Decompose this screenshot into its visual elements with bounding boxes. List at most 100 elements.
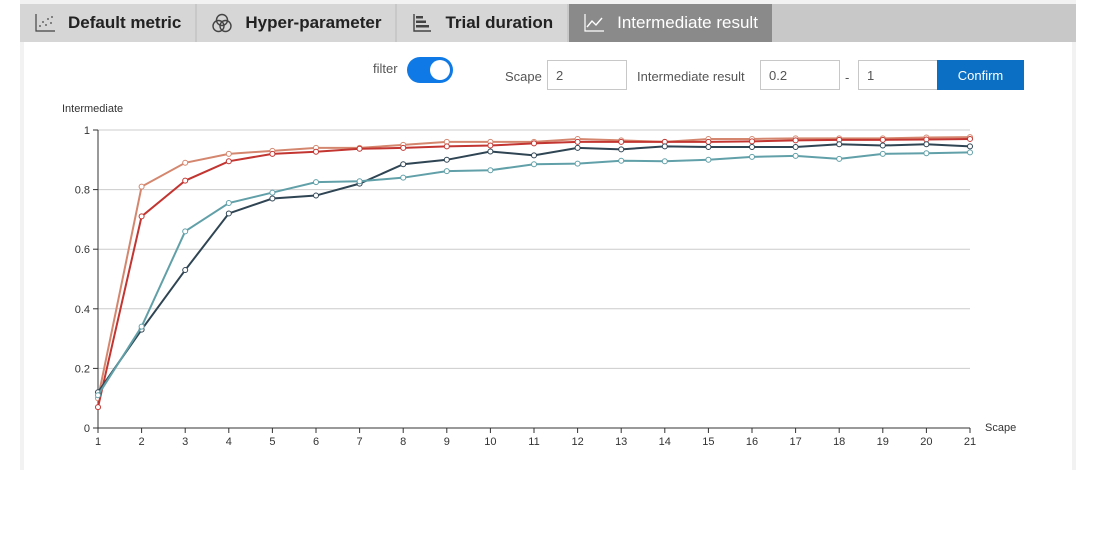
x-tick-label: 15 <box>702 436 714 448</box>
data-point <box>356 145 363 152</box>
x-tick-label: 13 <box>615 436 627 448</box>
data-point <box>313 148 319 155</box>
x-tick-label: 21 <box>964 436 976 448</box>
data-point <box>967 135 973 142</box>
data-point <box>269 189 276 196</box>
tab-intermediate-result[interactable]: Intermediate result <box>569 4 772 42</box>
data-point <box>225 210 232 217</box>
data-point <box>531 140 537 147</box>
data-point <box>618 157 625 164</box>
x-tick-label: 11 <box>528 436 539 448</box>
data-point <box>749 153 755 160</box>
x-tick-label: 17 <box>789 436 801 448</box>
scatter-icon <box>35 14 55 32</box>
intermediate-result-panel: filter Scape Intermediate result - Confi… <box>24 42 1072 470</box>
data-point <box>182 159 189 166</box>
data-point <box>618 146 625 153</box>
data-point <box>792 152 799 159</box>
x-tick-label: 6 <box>313 436 319 448</box>
y-tick-label: 0.6 <box>75 244 90 256</box>
data-point <box>836 155 843 162</box>
y-tick-label: 0.4 <box>75 304 90 316</box>
x-tick-label: 2 <box>139 436 145 448</box>
data-point <box>618 138 625 145</box>
data-point <box>443 143 450 150</box>
x-tick-label: 19 <box>877 436 889 448</box>
data-point <box>749 143 755 150</box>
data-point <box>225 150 232 157</box>
tab-label: Default metric <box>68 13 182 32</box>
data-point <box>269 195 276 202</box>
line-chart-icon <box>584 14 605 32</box>
data-point <box>400 161 407 168</box>
data-point <box>923 141 930 148</box>
data-point <box>138 183 145 190</box>
min-value-input[interactable] <box>760 60 840 90</box>
tab-default-metric[interactable]: Default metric <box>20 4 196 42</box>
data-point <box>705 143 712 150</box>
bar-chart-icon <box>413 14 432 32</box>
data-point <box>138 213 145 220</box>
series-line-3 <box>97 151 971 396</box>
y-tick-label: 0.2 <box>75 363 90 375</box>
data-point <box>356 178 363 185</box>
data-point <box>487 167 494 174</box>
y-axis-label: Intermediate <box>62 103 123 115</box>
series-line-0 <box>97 136 971 399</box>
data-point <box>443 156 450 163</box>
filter-toggle[interactable] <box>407 57 453 83</box>
max-value-input[interactable] <box>858 60 938 90</box>
data-point <box>487 148 494 155</box>
data-point <box>923 136 930 143</box>
x-tick-label: 7 <box>357 436 363 448</box>
tab-hyper-parameter[interactable]: Hyper-parameter <box>197 4 396 42</box>
x-tick-label: 8 <box>400 436 406 448</box>
intermediate-result-label: Intermediate result <box>637 69 745 84</box>
data-point <box>225 158 232 165</box>
scape-input[interactable] <box>547 60 627 90</box>
x-axis-label: Scape <box>985 422 1016 434</box>
x-tick-label: 4 <box>226 436 232 448</box>
data-point <box>531 152 537 159</box>
x-tick-label: 12 <box>571 436 583 448</box>
data-point <box>95 392 101 399</box>
x-tick-label: 18 <box>833 436 845 448</box>
data-point <box>400 144 407 151</box>
data-point <box>661 158 668 165</box>
x-tick-label: 3 <box>182 436 188 448</box>
tab-bar: Default metric Hyper-parameter Trial dur… <box>20 4 1076 42</box>
data-point <box>749 138 755 145</box>
y-tick-label: 0 <box>84 423 90 435</box>
data-point <box>138 323 145 330</box>
x-tick-label: 5 <box>269 436 275 448</box>
data-point <box>182 228 189 235</box>
data-point <box>313 179 319 186</box>
data-point <box>487 142 494 149</box>
x-tick-label: 14 <box>659 436 671 448</box>
data-point <box>792 137 799 144</box>
tab-label: Trial duration <box>445 13 554 32</box>
data-point <box>661 143 668 150</box>
x-tick-label: 1 <box>95 436 101 448</box>
data-point <box>879 142 886 149</box>
x-tick-label: 10 <box>484 436 496 448</box>
data-point <box>836 141 843 148</box>
tab-trial-duration[interactable]: Trial duration <box>397 4 568 42</box>
confirm-button[interactable]: Confirm <box>937 60 1024 90</box>
data-point <box>879 150 886 157</box>
data-point <box>792 143 799 150</box>
toggle-knob <box>430 60 450 80</box>
data-point <box>574 138 581 145</box>
data-point <box>967 149 973 156</box>
filter-label: filter <box>373 61 398 76</box>
data-point <box>225 200 232 207</box>
data-point <box>182 267 189 274</box>
data-point <box>574 144 581 151</box>
tab-label: Hyper-parameter <box>245 13 382 32</box>
data-point <box>400 174 407 181</box>
venn-icon <box>212 13 233 33</box>
x-tick-label: 16 <box>746 436 758 448</box>
intermediate-result-chart: 00.20.40.60.811 2 3 4 5 6 7 8 9 10 11 12 13 14 15 16 17 1… <box>62 103 1016 448</box>
data-point <box>967 143 973 150</box>
tab-label: Intermediate result <box>617 13 758 32</box>
